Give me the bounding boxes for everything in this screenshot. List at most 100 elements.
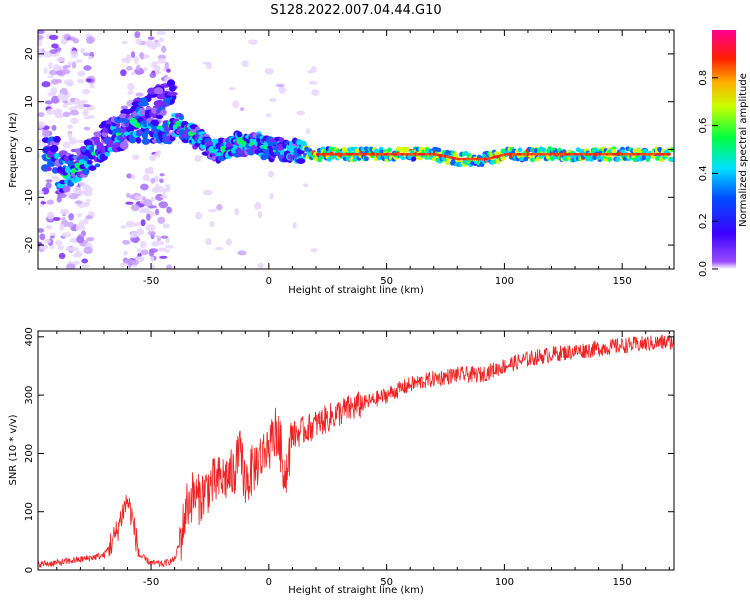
spectrogram-core-cell [408, 153, 411, 156]
spectrogram-branch-blob [156, 94, 166, 100]
spectrogram-ridge-cell [83, 155, 90, 162]
spectrogram-noise-blob [139, 51, 144, 59]
spectrogram-y-tick-label: 20 [24, 48, 35, 61]
snr-ticks: -50 0 50 100 150 0 100 200 300 400 [24, 327, 674, 588]
spectrogram-core-cell [368, 153, 372, 156]
spectrogram-core-cell [589, 153, 592, 156]
spectrogram-noise-blob [164, 249, 170, 253]
spectrogram-noise-blob [67, 81, 73, 86]
spectrogram-noise-blob [146, 213, 151, 221]
spectrogram-noise-blob [38, 228, 45, 233]
spectrogram-core-cell [321, 153, 325, 156]
spectrogram-core-cell [643, 153, 647, 156]
spectrogram-noise-blob [150, 256, 155, 262]
spectrogram-ridge-cell [94, 163, 101, 168]
spectrogram-noise-blob [147, 166, 154, 172]
spectrogram-noise-blob [140, 209, 147, 213]
snr-y-tick-label: 200 [24, 444, 35, 463]
spectrogram-noise-blob [57, 93, 66, 101]
spectrogram-core-cell [355, 153, 358, 156]
spectrogram-branch-blob [147, 87, 157, 95]
spectrogram-core-cell [334, 153, 338, 156]
spectrogram-noise-blob [83, 126, 91, 131]
spectrogram-ridge-cell [523, 156, 529, 162]
spectrogram-noise-blob [131, 259, 140, 266]
spectrogram-noise-blob [87, 55, 94, 60]
spectrogram-ridge-cell [155, 114, 164, 120]
spectrogram-noise-blob [56, 196, 62, 203]
colorbar-gradient [712, 30, 736, 269]
spectrogram-noise-blob [207, 208, 218, 213]
spectrogram-core-cell [410, 153, 413, 156]
spectrogram-ridge-cell [373, 148, 379, 154]
spectrogram-ridge-cell [116, 127, 123, 134]
spectrogram-core-cell [515, 153, 519, 156]
spectrogram-core-cell [504, 153, 507, 156]
spectrogram-core-cell [327, 153, 330, 156]
spectrogram-ridge-cell [541, 147, 547, 153]
spectrogram-noise-blob [78, 181, 87, 187]
spectrogram-noise-blob [267, 170, 275, 178]
spectrogram-noise-blob [45, 182, 52, 189]
spectrogram-core-cell [500, 154, 504, 157]
spectrogram-core-cell [447, 155, 451, 159]
spectrogram-core-cell [398, 153, 402, 156]
spectrogram-core-cell [517, 153, 520, 156]
spectrogram-core-cell [600, 153, 603, 156]
spectrogram-ridge-cell [88, 165, 97, 171]
spectrogram-noise-blob [195, 211, 203, 220]
spectrogram-noise-blob [67, 124, 73, 129]
spectrogram-noise-blob [39, 244, 49, 250]
spectrogram-branch-blob [153, 87, 164, 95]
spectrogram-noise-blob [232, 100, 240, 109]
spectrogram-noise-blob [160, 45, 167, 53]
colorbar-tick-label: 0.6 [698, 118, 709, 134]
spectrogram-noise-blob [307, 70, 314, 74]
spectrogram-noise-blob [160, 195, 168, 199]
spectrogram-noise-blob [82, 108, 89, 117]
spectrogram-noise-blob [67, 221, 75, 228]
spectrogram-noise-blob [216, 204, 223, 211]
spectrogram-noise-blob [120, 105, 129, 110]
spectrogram-core-cell [611, 153, 615, 156]
spectrogram-y-tick-label: -20 [24, 237, 35, 253]
spectrogram-noise-blob [81, 258, 89, 264]
spectrogram-core-cell [506, 153, 509, 156]
spectrogram-noise-blob [136, 64, 141, 71]
spectrogram-noise-blob [47, 75, 55, 79]
spectrogram-noise-blob [77, 189, 84, 195]
spectrogram-noise-blob [147, 36, 155, 41]
spectrogram-core-cell [349, 153, 353, 156]
spectrogram-noise-blob [202, 189, 213, 196]
spectrogram-noise-blob [156, 30, 167, 36]
spectrogram-noise-blob [154, 151, 161, 158]
spectrogram-core-cell [429, 153, 432, 156]
spectrogram-noise-blob [63, 80, 69, 84]
spectrogram-noise-blob [225, 238, 233, 246]
spectrogram-ridge-cell [118, 113, 128, 119]
spectrogram-x-tick-label: 0 [266, 276, 272, 287]
spectrogram-noise-blob [141, 54, 150, 59]
spectrogram-core-cell [540, 153, 543, 156]
spectrogram-core-cell [347, 153, 351, 156]
spectrogram-noise-blob [59, 208, 70, 215]
spectrogram-ridge-cell [67, 182, 75, 187]
spectrogram-noise-blob [129, 231, 139, 239]
spectrogram-ridge-cell [96, 142, 104, 151]
spectrogram-noise-blob [65, 263, 76, 269]
spectrogram-noise-blob [58, 252, 66, 260]
spectrogram-ridge-cell [342, 148, 348, 154]
spectrogram-branch-blob [169, 85, 176, 92]
spectrogram-noise-blob [265, 113, 272, 118]
spectrogram-core-cell [536, 153, 539, 156]
spectrogram-noise-blob [140, 219, 146, 227]
spectrogram-ridge-cell [236, 131, 243, 138]
spectrogram-noise-blob [42, 51, 53, 58]
snr-y-tick-label: 0 [24, 567, 35, 573]
spectrogram-noise-blob [45, 225, 53, 230]
spectrogram-noise-blob [154, 208, 160, 216]
spectrogram-core-cell [519, 153, 522, 156]
spectrogram-noise-blob [241, 60, 249, 68]
spectrogram-noise-blob [46, 211, 55, 220]
spectrogram-noise-blob [302, 183, 309, 188]
